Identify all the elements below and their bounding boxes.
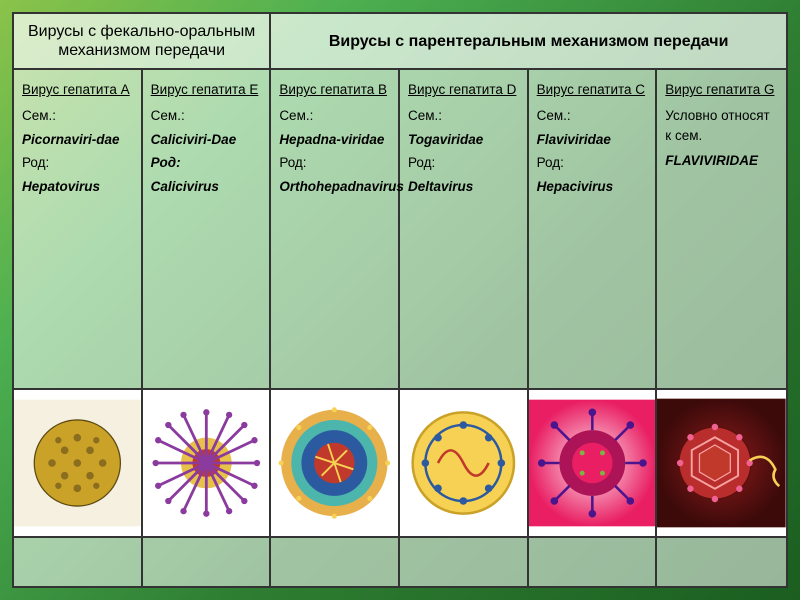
virus-title: Вирус гепатита A (22, 80, 133, 100)
virus-title: Вирус гепатита D (408, 80, 519, 100)
col-hep-c: Вирус гепатита C Сем.: Flaviviridae Род:… (529, 70, 658, 388)
col-hep-e: Вирус гепатита E Сем.: Caliciviri-Dae Ро… (143, 70, 272, 388)
family-value: Picornaviri-dae (22, 130, 133, 150)
family-value: Togaviridae (408, 130, 519, 150)
empty-cell (14, 538, 143, 586)
col-hep-d: Вирус гепатита D Сем.: Togaviridae Род: … (400, 70, 529, 388)
family-value: Hepadna-viridae (279, 130, 390, 150)
empty-cell (143, 538, 272, 586)
virus-title: Вирус гепатита G (665, 80, 778, 100)
header-parenteral: Вирусы с парентеральным механизмом перед… (271, 14, 786, 68)
genus-label: Род: (279, 153, 390, 173)
note-text: Условно относят к сем. (665, 106, 778, 145)
family-label: Сем.: (408, 106, 519, 126)
family-value: Flaviviridae (537, 130, 648, 150)
virus-icon (529, 390, 656, 536)
empty-cell (271, 538, 400, 586)
taxonomy-row: Вирус гепатита A Сем.: Picornaviri-dae Р… (14, 70, 786, 388)
col-hep-a: Вирус гепатита A Сем.: Picornaviri-dae Р… (14, 70, 143, 388)
img-hep-a (14, 390, 143, 536)
genus-label: Род: (408, 153, 519, 173)
virus-image-row (14, 388, 786, 538)
header-row: Вирусы с фекально-оральным механизмом пе… (14, 14, 786, 70)
family-label: Сем.: (151, 106, 262, 126)
empty-cell (657, 538, 786, 586)
virus-title: Вирус гепатита B (279, 80, 390, 100)
header-fecal-oral: Вирусы с фекально-оральным механизмом пе… (14, 14, 271, 68)
col-hep-g: Вирус гепатита G Условно относят к сем. … (657, 70, 786, 388)
col-hep-b: Вирус гепатита B Сем.: Hepadna-viridae Р… (271, 70, 400, 388)
genus-label: Род: (537, 153, 648, 173)
genus-value: Deltavirus (408, 177, 519, 197)
genus-label: Род: (151, 153, 262, 173)
img-hep-g (657, 390, 786, 536)
virus-icon (657, 390, 786, 536)
family-value: Caliciviri-Dae (151, 130, 262, 150)
family-label: Сем.: (22, 106, 133, 126)
genus-value: Calicivirus (151, 177, 262, 197)
empty-cell (529, 538, 658, 586)
family-label: Сем.: (537, 106, 648, 126)
genus-label: Род: (22, 153, 133, 173)
virus-icon (143, 390, 270, 536)
family-value: FLAVIVIRIDAE (665, 151, 778, 171)
img-hep-d (400, 390, 529, 536)
empty-cell (400, 538, 529, 586)
genus-value: Hepatovirus (22, 177, 133, 197)
virus-icon (400, 390, 527, 536)
genus-value: Orthohepadnavirus (279, 177, 390, 197)
virus-icon (14, 390, 141, 536)
family-label: Сем.: (279, 106, 390, 126)
classification-table: Вирусы с фекально-оральным механизмом пе… (12, 12, 788, 588)
virus-icon (271, 390, 398, 536)
img-hep-b (271, 390, 400, 536)
virus-title: Вирус гепатита C (537, 80, 648, 100)
img-hep-c (529, 390, 658, 536)
img-hep-e (143, 390, 272, 536)
empty-row (14, 538, 786, 586)
virus-title: Вирус гепатита E (151, 80, 262, 100)
genus-value: Hepacivirus (537, 177, 648, 197)
